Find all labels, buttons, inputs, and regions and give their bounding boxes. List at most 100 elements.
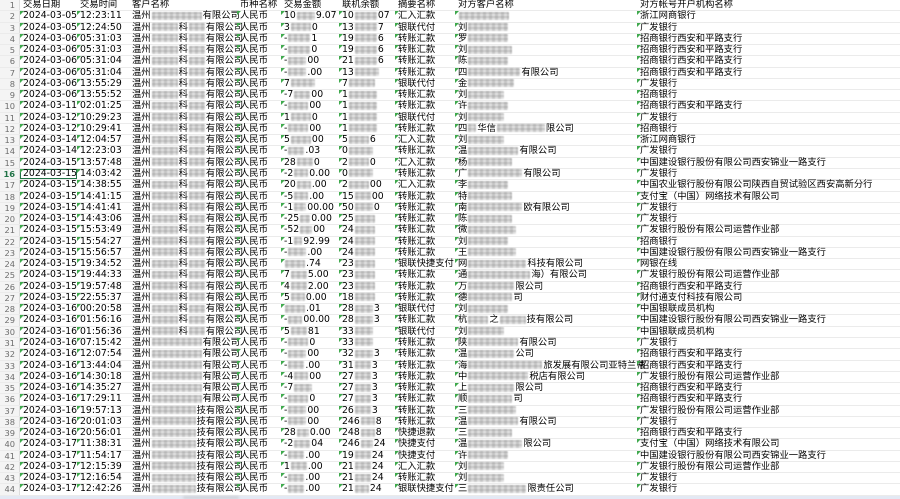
cell-currency[interactable]: 人民币 (237, 236, 281, 247)
cell-bank[interactable]: 广发银行 (637, 484, 900, 494)
cell-bank[interactable]: 中国建设银行股份有限公司西安锦业一路支行 (637, 450, 900, 461)
column-header-9[interactable]: 对方帐号开户机构名称 (640, 0, 733, 10)
cell-counterparty[interactable]: 刘 (455, 134, 637, 145)
cell-date[interactable]: 2024-03-15 (20, 247, 77, 258)
cell-balance[interactable]: 24 (339, 236, 395, 247)
cell-currency[interactable]: 人民币 (237, 281, 281, 292)
row-number[interactable]: 23 (0, 247, 20, 259)
cell-date[interactable]: 2024-03-16 (20, 427, 77, 438)
cell-summary[interactable]: 转账汇款 (395, 89, 455, 100)
cell-time[interactable]: 12:04:57 (77, 134, 129, 145)
cell-counterparty[interactable]: 陈 (455, 55, 637, 66)
cell-customer[interactable]: 温州科有限公司 (132, 21, 244, 33)
cell-summary[interactable]: 转账汇款 (395, 224, 455, 235)
cell-balance[interactable]: 27 3 (339, 371, 395, 382)
cell-currency[interactable]: 人民币 (237, 168, 281, 179)
cell-customer[interactable]: 温州 有限公司 (132, 336, 240, 348)
cell-amount[interactable]: -2 0.00 (281, 168, 339, 179)
cell-currency[interactable]: 人民币 (237, 55, 281, 66)
cell-currency[interactable]: 人民币 (237, 315, 281, 325)
cell-customer[interactable]: 温州科有限公司 (132, 77, 244, 89)
row-number[interactable]: 25 (0, 270, 20, 281)
cell-currency[interactable]: 人民币 (237, 44, 281, 55)
cell-time[interactable]: 01:56:16 (77, 315, 129, 325)
cell-counterparty[interactable]: 刘 (455, 326, 637, 337)
cell-amount[interactable]: - .00 (281, 472, 339, 483)
cell-date[interactable]: 2024-03-15 (20, 168, 77, 179)
cell-customer[interactable]: 温州 有限公司 (132, 348, 240, 360)
cell-bank[interactable]: 中国银联成员机构 (637, 303, 900, 314)
cell-customer[interactable]: 温州 技有限公司 (132, 460, 244, 472)
row-number[interactable]: 30 (0, 326, 20, 337)
row-number[interactable]: 8 (0, 78, 20, 90)
cell-counterparty[interactable]: 网科技有限公司 (455, 258, 637, 269)
cell-time[interactable]: 13:57:48 (77, 157, 129, 168)
cell-currency[interactable]: 人民币 (237, 247, 281, 258)
cell-bank[interactable]: 广发银行 (637, 416, 900, 427)
cell-date[interactable]: 2024-03-15 (20, 258, 77, 269)
cell-time[interactable]: 05:31:04 (77, 55, 129, 66)
cell-summary[interactable]: 快捷支付 (395, 450, 455, 461)
cell-amount[interactable]: -00 (281, 405, 339, 416)
cell-balance[interactable]: 13 (339, 67, 395, 78)
cell-date[interactable]: 2024-03-16 (20, 315, 77, 325)
cell-counterparty[interactable]: 南欧有限公司 (455, 202, 637, 213)
cell-currency[interactable]: 人民币 (237, 360, 281, 371)
cell-date[interactable]: 2024-03-17 (20, 438, 77, 449)
cell-currency[interactable]: 人民币 (237, 303, 281, 314)
cell-time[interactable]: 14:35:27 (77, 382, 129, 393)
cell-currency[interactable]: 人民币 (237, 78, 281, 89)
row-number[interactable]: 26 (0, 281, 20, 292)
cell-summary[interactable]: 转账汇款 (395, 281, 455, 292)
cell-bank[interactable]: 支付宝（中国）网络技术有限公司 (637, 438, 900, 449)
cell-customer[interactable]: 温州科有限公司 (132, 224, 244, 236)
cell-amount[interactable]: -2 04 (281, 438, 339, 449)
row-number[interactable]: 40 (0, 439, 20, 450)
cell-customer[interactable]: 温州科有限公司 (132, 235, 244, 247)
cell-time[interactable]: 02:01:25 (77, 101, 129, 111)
cell-balance[interactable]: 248 8 (339, 427, 395, 438)
cell-date[interactable]: 2024-03-06 (20, 55, 77, 66)
cell-time[interactable]: 19:57:48 (77, 281, 129, 292)
row-number[interactable]: 14 (0, 146, 20, 157)
cell-amount[interactable]: 20.00 (281, 179, 339, 190)
cell-customer[interactable]: 温州科有限公司 (132, 258, 244, 270)
cell-balance[interactable]: 23 (339, 281, 395, 292)
cell-amount[interactable]: -4 00 (281, 371, 339, 382)
cell-balance[interactable]: 21 24 (339, 461, 395, 472)
cell-date[interactable]: 2024-03-17 (20, 450, 77, 461)
cell-summary[interactable]: 转账汇款 (395, 472, 455, 483)
cell-time[interactable]: 17:29:11 (77, 393, 129, 404)
cell-amount[interactable]: -0 (281, 44, 339, 55)
cell-time[interactable]: 14:41:41 (77, 202, 129, 213)
cell-summary[interactable]: 汇入汇款 (395, 134, 455, 145)
cell-amount[interactable]: -1 92.99 (281, 236, 339, 247)
cell-amount[interactable]: 5 00 (281, 134, 339, 145)
cell-time[interactable]: 12:16:54 (77, 472, 129, 483)
cell-date[interactable]: 2024-03-05 (20, 22, 77, 33)
cell-amount[interactable]: -00 (281, 123, 339, 134)
cell-time[interactable]: 19:34:52 (77, 258, 129, 269)
cell-counterparty[interactable]: 三 (455, 405, 637, 416)
cell-counterparty[interactable]: 刘 (455, 112, 637, 123)
cell-summary[interactable]: 转账汇款 (395, 382, 455, 393)
row-number[interactable]: 24 (0, 259, 20, 270)
cell-time[interactable]: 20:01:03 (77, 416, 129, 427)
cell-bank[interactable]: 中国建设银行股份有限公司西安锦业一路支行 (637, 247, 900, 258)
cell-date[interactable]: 2024-03-15 (20, 191, 77, 202)
cell-counterparty[interactable] (455, 11, 637, 21)
cell-date[interactable]: 2024-03-15 (20, 236, 77, 247)
column-header-4[interactable]: 币种名称 (240, 0, 278, 10)
cell-balance[interactable]: 21 6 (339, 55, 395, 66)
row-number[interactable]: 5 (0, 45, 20, 56)
column-header-6[interactable]: 联机余额 (342, 0, 380, 10)
cell-amount[interactable]: - .00 (281, 450, 339, 461)
cell-summary[interactable]: 转账汇款 (395, 393, 455, 404)
cell-currency[interactable]: 人民币 (237, 348, 281, 359)
cell-counterparty[interactable]: 中税店有限公司 (455, 371, 637, 382)
cell-date[interactable]: 2024-03-17 (20, 484, 77, 494)
cell-balance[interactable]: 25 (339, 213, 395, 224)
cell-balance[interactable]: 0 (339, 168, 395, 179)
cell-amount[interactable]: 5 0.00 (281, 292, 339, 303)
cell-bank[interactable]: 招商银行西安和平路支行 (637, 67, 900, 78)
